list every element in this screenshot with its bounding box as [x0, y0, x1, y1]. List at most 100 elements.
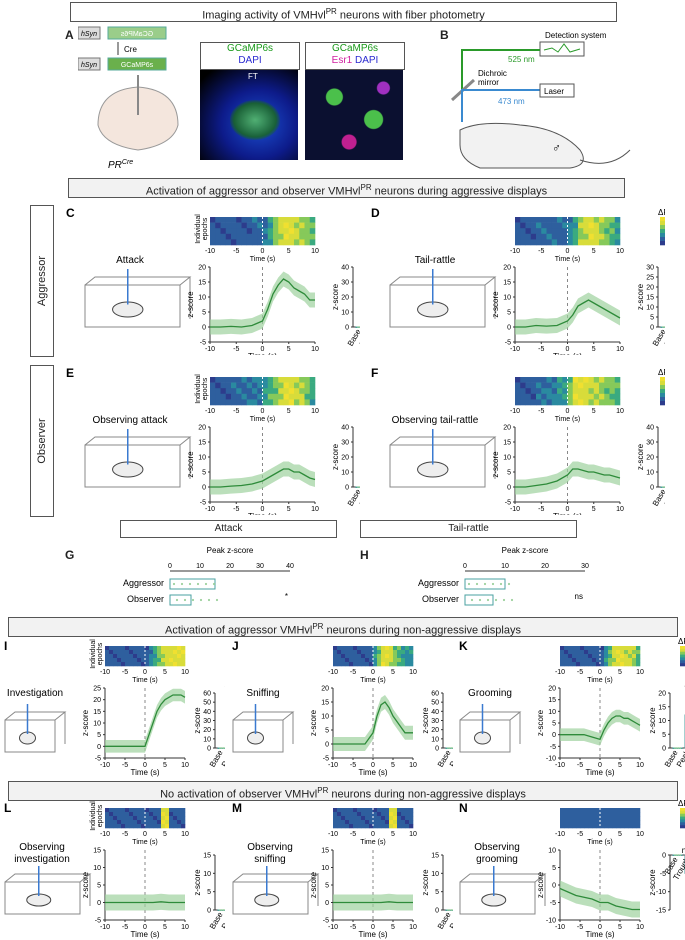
heatmap-cell: [225, 388, 232, 395]
y-tick-label: 15: [321, 700, 329, 707]
heatmap-tick: -5: [233, 408, 239, 415]
heatmap-cell: [241, 399, 248, 406]
heatmap-cell: [593, 228, 600, 235]
heatmap-cell: [608, 812, 613, 817]
heatmap-xlabel: Time (s): [555, 416, 580, 423]
y-tick-label: 15: [503, 440, 511, 447]
y-tick-label: 5: [507, 310, 511, 317]
panel-label: J: [232, 639, 239, 653]
heatmap-cell: [620, 662, 625, 667]
heatmap-cell: [105, 646, 110, 651]
heatmap-cell: [169, 646, 174, 651]
y-tick-label: 10: [503, 295, 511, 302]
heatmap-cell: [246, 239, 253, 246]
heatmap-cell: [117, 816, 122, 821]
heatmap-cell: [161, 812, 166, 817]
heatmap-cell: [614, 239, 621, 246]
y-tick-label: 15: [198, 280, 206, 287]
heatmap-cell: [576, 808, 581, 813]
heatmap-cell: [389, 658, 394, 663]
heatmap-cell: [141, 650, 146, 655]
heatmap-cell: [588, 658, 593, 663]
heatmap-cell: [632, 654, 637, 659]
heatmap-cell: [624, 654, 629, 659]
x-tick-label: 10: [311, 506, 319, 513]
heatmap-cell: [584, 646, 589, 651]
heatmap-cell: [373, 808, 378, 813]
heatmap-cell: [309, 217, 316, 223]
cmp-dot: [183, 598, 187, 602]
heatmap-cell: [283, 228, 290, 235]
x-tick-label: -5: [122, 924, 128, 931]
heatmap-cell: [584, 812, 589, 817]
heatmap-cell: [551, 382, 558, 389]
heatmap-cell: [369, 650, 374, 655]
heatmap-cell: [153, 812, 158, 817]
x-axis-label: Time (s): [585, 768, 614, 777]
heatmap-tick: 10: [636, 669, 644, 676]
heatmap-cell: [157, 816, 162, 821]
bar-dot: [662, 486, 664, 488]
heatmap-tick: -5: [122, 669, 128, 676]
heatmap-cell: [580, 650, 585, 655]
colorbar-cell: [680, 810, 685, 815]
heatmap-cell: [181, 658, 186, 663]
heatmap-cell: [588, 382, 595, 389]
heatmap-cell: [596, 820, 601, 825]
heatmap-cell: [409, 662, 414, 667]
heatmap-cell: [273, 233, 279, 240]
heatmap-cell: [353, 658, 358, 663]
heatmap-xlabel: Time (s): [132, 839, 157, 846]
heatmap-cell: [572, 399, 579, 406]
heatmap-cell: [109, 808, 114, 813]
heatmap-cell: [241, 217, 248, 223]
y-tick-label: 15: [198, 440, 206, 447]
blue-path: [461, 89, 540, 122]
heatmap-tick: -5: [122, 831, 128, 838]
heatmap-cell: [564, 646, 569, 651]
heatmap-tick: 5: [618, 669, 622, 676]
bar-dot: [220, 747, 223, 749]
histology-image-1: FT: [200, 70, 298, 160]
heatmap-cell: [592, 824, 597, 829]
heatmap-cell: [357, 816, 362, 821]
heatmap-cell: [129, 812, 134, 817]
heatmap-cell: [567, 239, 574, 246]
heatmap-cell: [220, 228, 227, 235]
colorbar-cell: [680, 648, 685, 653]
colorbar-cell: [680, 813, 685, 817]
bar-y-tick-label: 10: [203, 736, 211, 743]
heatmap-cell: [349, 654, 354, 659]
bar-dot: [357, 486, 359, 488]
heatmap-cell: [157, 812, 162, 817]
heatmap-cell: [278, 388, 284, 395]
heatmap-cell: [520, 233, 526, 240]
x-tick-label: 10: [636, 924, 644, 931]
heatmap-cell: [299, 377, 305, 383]
heatmap-cell: [369, 824, 374, 829]
heatmap-cell: [267, 233, 274, 240]
heatmap-cell: [530, 228, 537, 235]
x-tick-label: -10: [100, 924, 110, 931]
heatmap-cell: [593, 233, 600, 240]
y-tick-label: 20: [503, 265, 511, 272]
heatmap-cell: [117, 654, 122, 659]
heatmap-cell: [588, 388, 595, 395]
arena-top-icon: [389, 436, 497, 446]
heatmap-cell: [546, 217, 553, 223]
heatmap-cell: [361, 820, 366, 825]
y-tick-label: 15: [503, 280, 511, 287]
heatmap-cell: [141, 808, 146, 813]
x-tick-label: -5: [122, 762, 128, 769]
heatmap-cell: [624, 650, 629, 655]
x-tick-label: -5: [233, 506, 239, 513]
heatmap-cell: [181, 662, 186, 667]
cmp-tick-label: 30: [581, 563, 589, 570]
heatmap-cell: [149, 816, 154, 821]
y-axis-label: z-score: [536, 709, 545, 736]
heatmap-cell: [409, 812, 414, 817]
colorbar-cell: [660, 381, 665, 386]
mean-trace: [333, 901, 413, 904]
